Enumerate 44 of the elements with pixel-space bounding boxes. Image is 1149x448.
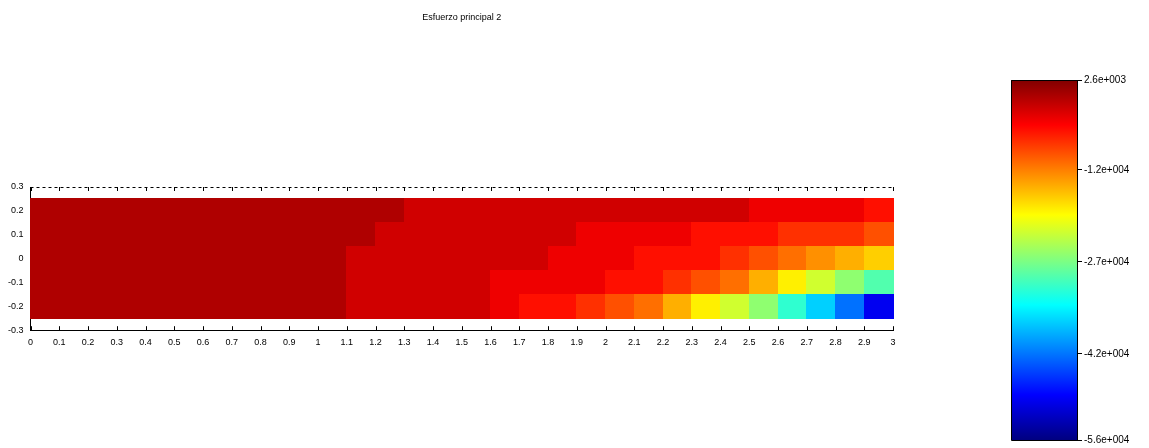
chart-title: Esfuerzo principal 2	[422, 12, 502, 23]
x-tick-label: 1.5	[455, 337, 469, 348]
y-tick-label: -0.1	[7, 276, 24, 287]
y-tick-label: 0.1	[10, 229, 24, 240]
x-tick-label: 2.8	[829, 337, 842, 348]
x-tick-label: 2.1	[627, 337, 641, 348]
x-tick-label: 0	[28, 337, 34, 348]
x-tick-label: 2.9	[857, 337, 871, 348]
x-tick-label: 0.4	[139, 337, 152, 348]
x-tick-label: 0.1	[53, 337, 66, 348]
x-tick-label: 1	[315, 337, 321, 348]
x-tick-label: 0.6	[196, 337, 210, 348]
y-tick-label: 0.3	[10, 181, 24, 192]
x-tick-label: 2	[602, 337, 609, 348]
x-tick-label: 2.7	[800, 337, 814, 348]
x-tick-label: 0.8	[254, 337, 267, 348]
x-tick-label: 1.1	[340, 337, 354, 348]
x-tick-label: 2.6	[771, 337, 785, 348]
x-tick-label: 0.9	[283, 337, 296, 348]
x-tick-label: 0.5	[168, 337, 181, 348]
color-bar-label: -5.6e+004	[1084, 434, 1130, 446]
y-tick-label: -0.2	[7, 300, 24, 311]
x-tick-label: 1.2	[369, 337, 382, 348]
color-bar-label: -4.2e+004	[1084, 347, 1130, 360]
x-tick-label: 0.7	[225, 337, 239, 348]
x-tick-label: 1.3	[398, 337, 411, 348]
color-bar-label: -1.2e+004	[1084, 163, 1130, 176]
x-tick-label: 2.5	[742, 337, 756, 348]
x-tick-label: 1.4	[426, 337, 440, 348]
x-tick-label: 1.6	[484, 337, 497, 348]
x-tick-label: 2.2	[656, 337, 670, 348]
color-bar-label: -2.7e+004	[1084, 255, 1130, 268]
y-tick-label: 0.2	[10, 205, 24, 216]
x-tick-label: 1.7	[513, 337, 526, 348]
x-tick-label: 3	[890, 337, 896, 348]
x-tick-label: 2.4	[714, 337, 727, 348]
y-tick-label: -0.3	[7, 324, 24, 335]
y-tick-label: 0	[18, 253, 24, 264]
x-tick-label: 1.8	[541, 337, 555, 348]
x-tick-label: 1.9	[570, 337, 584, 348]
color-bar-label: 2.6e+003	[1084, 74, 1126, 86]
x-tick-label: 0.2	[81, 337, 95, 348]
x-tick-label: 0.3	[110, 337, 124, 348]
x-tick-label: 2.3	[685, 337, 699, 348]
